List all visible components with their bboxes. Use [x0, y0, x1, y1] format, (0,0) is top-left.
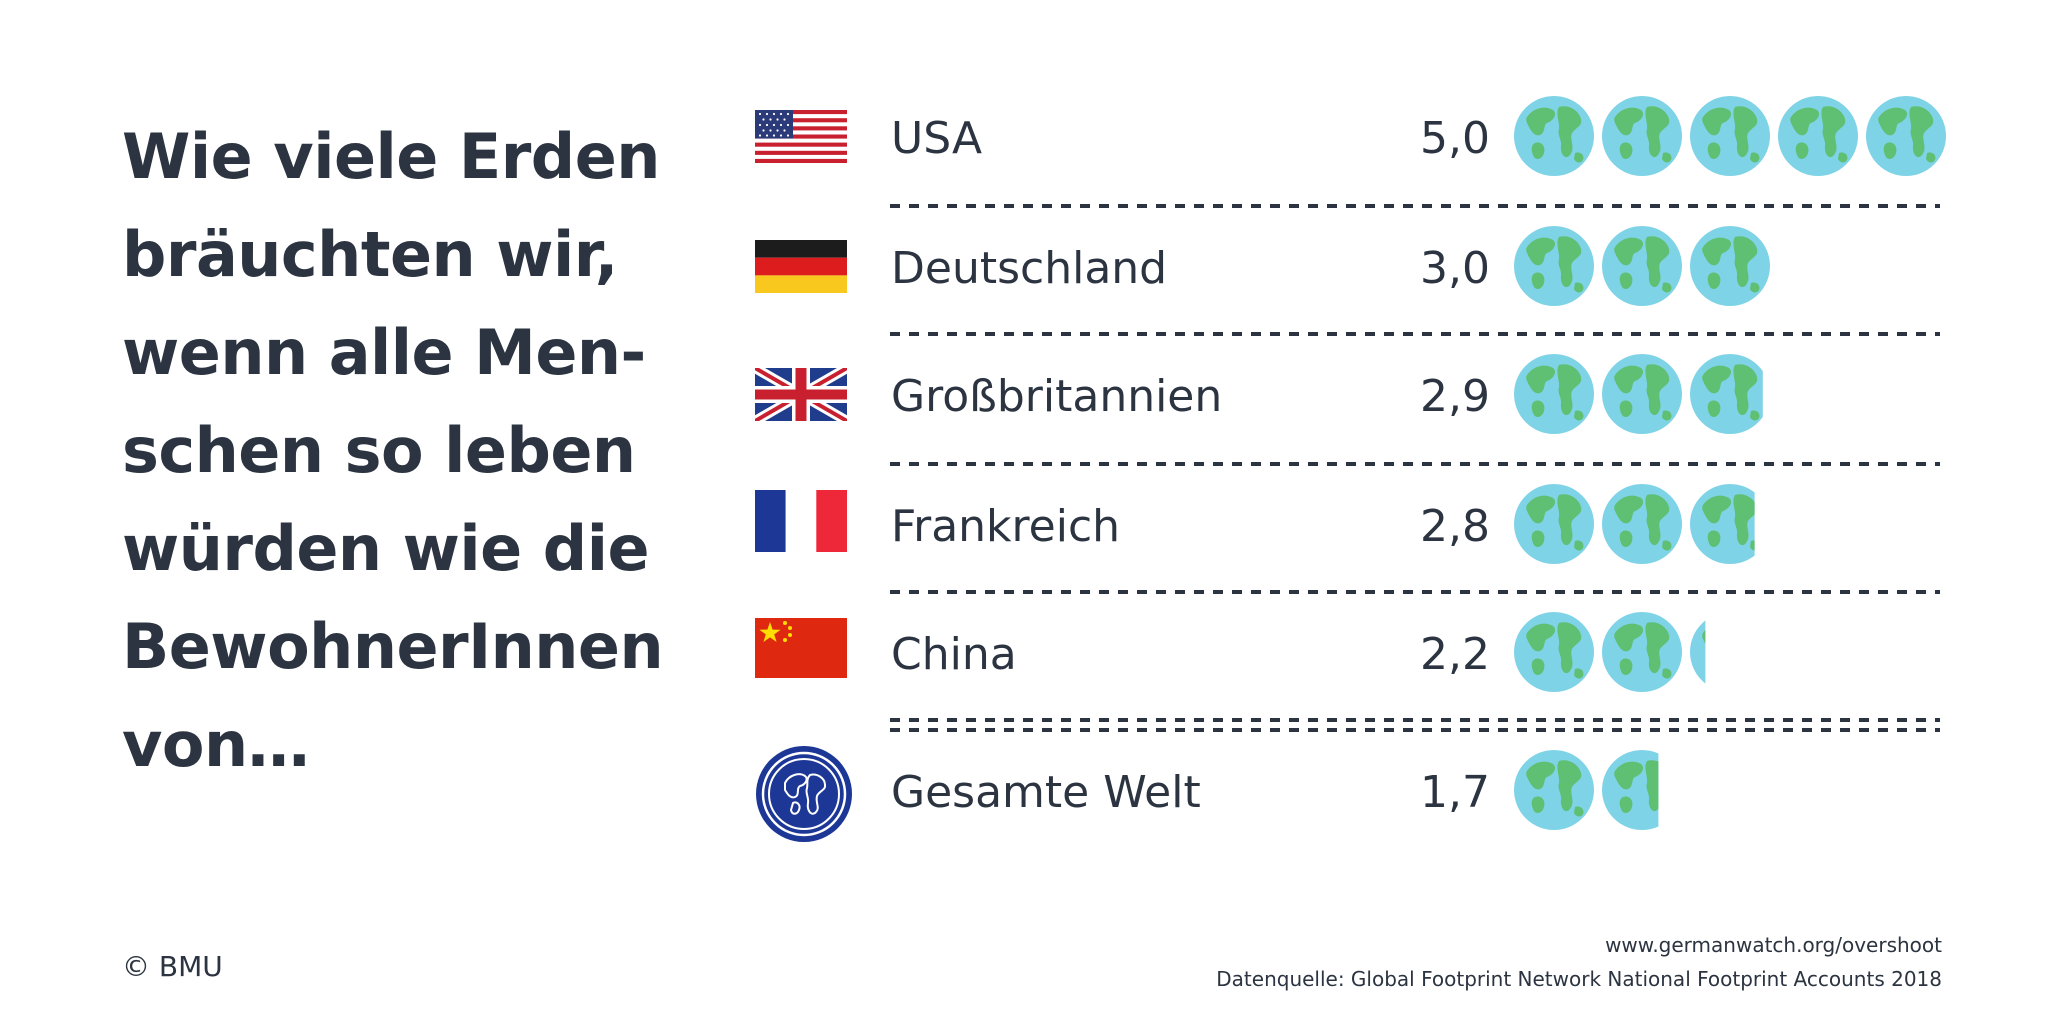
source-credit: Datenquelle: Global Footprint Network Na…: [1216, 967, 1942, 991]
earth-icon: [1602, 354, 1682, 434]
earth-bar-svg: [1514, 96, 1946, 176]
headline-line: schen so leben: [122, 414, 636, 487]
headline-line: würden wie die: [122, 512, 650, 585]
earth-icon: [1602, 612, 1682, 692]
value-label: 5,0: [1420, 113, 1490, 164]
earth-icon: [1690, 226, 1770, 306]
earth-icon: [1514, 96, 1594, 176]
china-flag-icon: [755, 618, 847, 678]
chart-row: Deutschland 3,0: [755, 210, 1940, 320]
row-divider: [890, 204, 1940, 208]
source-note: www.germanwatch.org/overshoot Datenquell…: [1216, 928, 1942, 996]
country-label: Deutschland: [891, 243, 1168, 294]
country-label: USA: [891, 113, 983, 164]
headline: Wie viele Erden bräuchten wir, wenn alle…: [122, 108, 682, 794]
earth-icon: [1778, 96, 1858, 176]
earth-icon: [1602, 750, 1659, 830]
earth-icon: [1690, 354, 1763, 434]
value-label: 2,2: [1420, 629, 1490, 680]
earth-icon: [1514, 484, 1594, 564]
value-label: 2,9: [1420, 371, 1490, 422]
earth-icon: [1602, 96, 1682, 176]
earth-icon: [1514, 354, 1594, 434]
earth-icon: [1602, 226, 1682, 306]
earth-icon: [1690, 96, 1770, 176]
headline-line: wenn alle Men-: [122, 316, 646, 389]
earth-bar: [1513, 95, 1946, 177]
copyright-label: © BMU: [122, 950, 223, 983]
earth-icon: [1514, 750, 1594, 830]
earth-bar-svg: [1514, 750, 1659, 830]
headline-line: von…: [122, 708, 310, 781]
earth-bar: [1513, 225, 1943, 307]
chart: USA 5,0 Deutschland 3,0: [755, 80, 1946, 880]
value-label: 2,8: [1420, 501, 1490, 552]
value-label: 1,7: [1420, 767, 1490, 818]
france-flag-icon: [755, 490, 847, 552]
chart-row: Großbritannien 2,9: [755, 338, 1940, 448]
chart-row: Gesamte Welt 1,7: [755, 734, 1940, 844]
country-label: Großbritannien: [891, 371, 1223, 422]
chart-row: China 2,2: [755, 596, 1940, 706]
headline-line: Wie viele Erden: [122, 120, 660, 193]
usa-flag-icon: [755, 110, 847, 163]
earth-bar-svg: [1514, 354, 1763, 434]
earth-icon: [1602, 484, 1682, 564]
country-label: China: [891, 629, 1017, 680]
country-label: Gesamte Welt: [891, 767, 1201, 818]
country-label: Frankreich: [891, 501, 1121, 552]
earth-icon: [1690, 620, 1706, 684]
row-divider: [890, 590, 1940, 594]
earth-icon: [1866, 96, 1946, 176]
earth-bar: [1513, 611, 1943, 693]
uk-flag-icon: [755, 368, 847, 421]
value-label: 3,0: [1420, 243, 1490, 294]
chart-row: Frankreich 2,8: [755, 468, 1940, 578]
headline-line: bräuchten wir,: [122, 218, 618, 291]
row-divider: [890, 718, 1940, 722]
earth-bar-svg: [1514, 612, 1706, 692]
earth-bar: [1513, 749, 1943, 831]
headline-line: BewohnerInnen: [122, 610, 664, 683]
earth-bar-svg: [1514, 484, 1755, 564]
germany-flag-icon: [755, 240, 847, 293]
earth-icon: [1514, 226, 1594, 306]
earth-icon: [1690, 484, 1755, 564]
earth-bar: [1513, 483, 1943, 565]
source-url[interactable]: www.germanwatch.org/overshoot: [1605, 933, 1942, 957]
earth-bar: [1513, 353, 1943, 435]
row-divider: [890, 462, 1940, 466]
world-globe-icon: [755, 745, 852, 842]
earth-bar-svg: [1514, 226, 1770, 306]
row-divider: [890, 332, 1940, 336]
chart-row: USA 5,0: [755, 80, 1946, 190]
row-divider: [890, 728, 1940, 732]
earth-icon: [1514, 612, 1594, 692]
